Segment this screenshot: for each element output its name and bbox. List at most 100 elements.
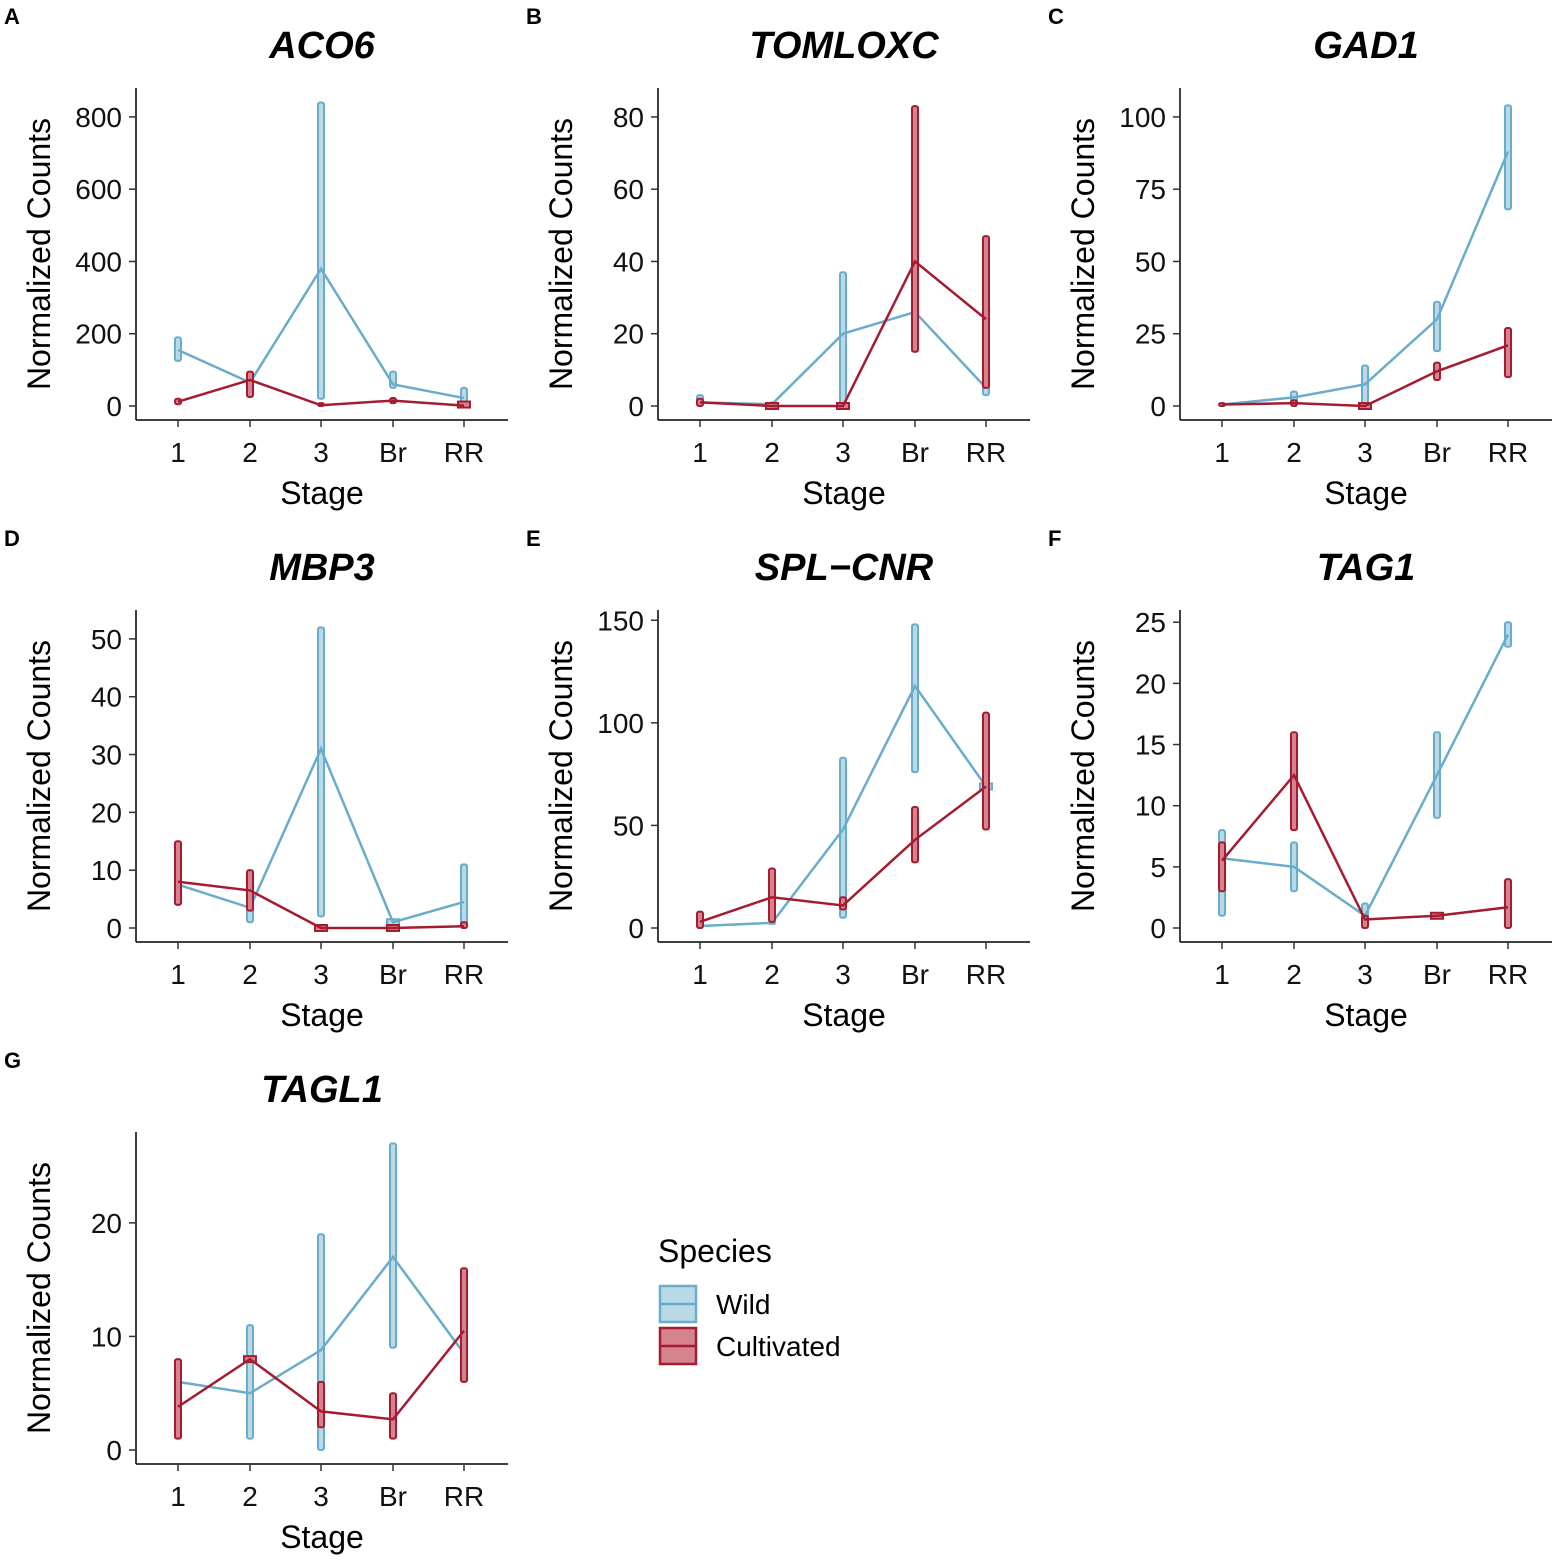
- range-bar-cultivated: [982, 711, 990, 831]
- range-bar-cultivated: [246, 370, 254, 398]
- series-line-cultivated: [177, 378, 465, 407]
- x-tick-label: RR: [966, 959, 1006, 990]
- range-bar-cultivated: [696, 910, 704, 929]
- range-bar-wild: [1504, 621, 1512, 648]
- x-tick-label: 3: [313, 437, 329, 468]
- panel-a: A ACO6 0 200 400 600 800 1 2 3 Br RR Stage Normalized…: [4, 4, 508, 511]
- y-axis-label: Normalized Counts: [1065, 640, 1101, 912]
- y-tick-label: 60: [613, 174, 644, 205]
- series-line-cultivated: [1221, 772, 1509, 921]
- x-tick-label: RR: [444, 959, 484, 990]
- legend: Species Wild Cultivated: [658, 1233, 841, 1366]
- x-tick-label: 3: [313, 1481, 329, 1512]
- series-line-wild: [699, 683, 988, 928]
- x-tick-label: 3: [835, 437, 851, 468]
- x-tick-label: Br: [379, 437, 407, 468]
- range-bar-cultivated: [911, 805, 919, 864]
- x-axis-label: Stage: [802, 475, 886, 511]
- x-tick-label: Br: [379, 1481, 407, 1512]
- y-tick-label: 50: [613, 810, 644, 841]
- y-tick-label: 25: [1135, 607, 1166, 638]
- legend-label-wild: Wild: [716, 1289, 770, 1320]
- y-tick-label: 15: [1135, 730, 1166, 761]
- y-tick-label: 20: [91, 797, 122, 828]
- series-line-wild: [177, 266, 465, 400]
- series-line-wild: [1221, 151, 1510, 406]
- x-tick-label: RR: [444, 1481, 484, 1512]
- legend-label-cultivated: Cultivated: [716, 1331, 841, 1362]
- series-line-cultivated: [1221, 344, 1509, 408]
- y-axis-label: Normalized Counts: [1065, 118, 1101, 390]
- x-tick-label: 3: [1357, 959, 1373, 990]
- range-bar-wild: [389, 1142, 397, 1349]
- x-tick-label: 1: [692, 959, 708, 990]
- x-tick-label: 2: [764, 437, 780, 468]
- panel-letter: C: [1048, 4, 1064, 29]
- x-tick-label: Br: [379, 959, 407, 990]
- y-tick-label: 600: [75, 174, 122, 205]
- y-tick-label: 10: [91, 855, 122, 886]
- panel-letter: G: [4, 1048, 21, 1073]
- y-tick-label: 0: [106, 391, 122, 422]
- y-tick-label: 0: [1150, 391, 1166, 422]
- range-bar-wild: [460, 863, 468, 929]
- x-tick-label: 2: [1286, 437, 1302, 468]
- y-tick-label: 0: [628, 913, 644, 944]
- y-tick-label: 75: [1135, 174, 1166, 205]
- panel-letter: E: [526, 526, 541, 551]
- x-tick-label: RR: [444, 437, 484, 468]
- panel-letter: B: [526, 4, 542, 29]
- x-tick-label: 2: [242, 437, 258, 468]
- y-tick-label: 200: [75, 319, 122, 350]
- x-tick-label: 3: [835, 959, 851, 990]
- panel-title: SPL−CNR: [755, 547, 934, 589]
- x-axis-label: Stage: [280, 1519, 364, 1555]
- x-tick-label: 1: [1214, 959, 1230, 990]
- series-line-wild: [1221, 633, 1510, 918]
- panel-letter: A: [4, 4, 20, 29]
- y-axis-label: Normalized Counts: [543, 640, 579, 912]
- y-tick-label: 10: [91, 1321, 122, 1352]
- y-axis-label: Normalized Counts: [543, 118, 579, 390]
- range-bar-wild: [911, 623, 919, 774]
- range-bar-cultivated: [1218, 841, 1226, 893]
- panel-f: F TAG1 0 5 10 15 20 25 1 2 3 Br RR Stage Normalized Co…: [1048, 526, 1552, 1033]
- range-bar-wild: [839, 271, 847, 407]
- series-line-cultivated: [699, 785, 987, 924]
- x-tick-label: 2: [1286, 959, 1302, 990]
- range-bar-wild: [246, 1324, 254, 1440]
- x-tick-label: 2: [242, 1481, 258, 1512]
- y-tick-label: 30: [91, 740, 122, 771]
- y-tick-label: 100: [1119, 102, 1166, 133]
- x-tick-label: Br: [901, 437, 929, 468]
- x-axis-label: Stage: [280, 475, 364, 511]
- range-bar-wild: [317, 101, 325, 400]
- y-tick-label: 20: [1135, 668, 1166, 699]
- y-tick-label: 25: [1135, 319, 1166, 350]
- y-tick-label: 20: [613, 319, 644, 350]
- y-tick-label: 10: [1135, 791, 1166, 822]
- x-axis-label: Stage: [1324, 997, 1408, 1033]
- series-line-wild: [177, 1254, 466, 1395]
- range-bar-cultivated: [460, 1267, 468, 1383]
- y-tick-label: 50: [91, 624, 122, 655]
- x-tick-label: RR: [966, 437, 1006, 468]
- y-axis-label: Normalized Counts: [21, 1162, 57, 1434]
- y-tick-label: 80: [613, 102, 644, 133]
- panel-title: GAD1: [1313, 25, 1419, 67]
- panel-d: D MBP3 0 10 20 30 40 50 1 2 3 Br RR Stage Normalized C…: [4, 526, 508, 1033]
- y-tick-label: 40: [91, 682, 122, 713]
- panel-letter: D: [4, 526, 20, 551]
- panel-e: E SPL−CNR 0 50 100 150 1 2 3 Br RR Stage Normalized …: [526, 526, 1030, 1033]
- x-tick-label: Br: [1423, 959, 1451, 990]
- series-line-cultivated: [177, 1329, 465, 1421]
- range-bar-wild: [317, 626, 325, 918]
- x-tick-label: 1: [692, 437, 708, 468]
- range-bar-wild: [1433, 300, 1441, 353]
- x-axis-label: Stage: [1324, 475, 1408, 511]
- x-tick-label: 1: [170, 437, 186, 468]
- legend-title: Species: [658, 1233, 772, 1269]
- series-line-cultivated: [177, 880, 465, 930]
